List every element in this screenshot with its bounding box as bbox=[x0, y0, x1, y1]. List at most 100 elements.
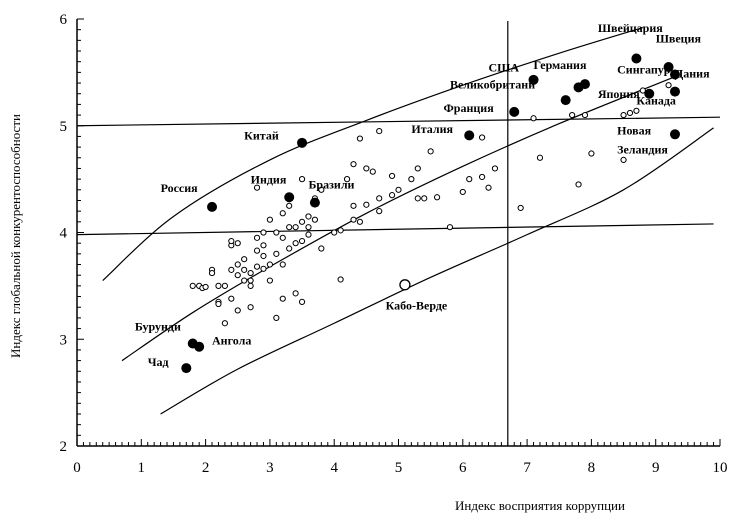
data-point bbox=[350, 216, 357, 223]
data-point bbox=[260, 265, 267, 272]
data-point bbox=[588, 150, 595, 157]
data-point bbox=[253, 263, 261, 270]
data-point bbox=[215, 282, 222, 289]
data-point bbox=[221, 282, 228, 289]
data-point bbox=[279, 261, 286, 268]
data-point bbox=[575, 181, 582, 188]
data-point bbox=[260, 252, 267, 260]
data-point bbox=[215, 300, 222, 308]
country-label: Китай bbox=[244, 129, 279, 143]
y-axis-title: Индекс глобальной конкурентоспособности bbox=[8, 114, 23, 358]
data-point-country bbox=[464, 130, 475, 141]
data-point bbox=[665, 82, 672, 89]
data-point-country bbox=[207, 201, 218, 212]
data-point bbox=[517, 204, 524, 212]
data-point bbox=[247, 304, 254, 311]
data-point bbox=[421, 195, 428, 202]
data-point bbox=[478, 134, 486, 141]
data-point bbox=[286, 224, 293, 231]
data-point bbox=[241, 256, 248, 263]
data-point bbox=[292, 290, 299, 297]
data-point-country bbox=[560, 95, 571, 106]
data-point bbox=[247, 277, 254, 284]
x-tick-label: 2 bbox=[202, 460, 210, 476]
trend-curve-3 bbox=[160, 127, 714, 415]
x-axis-title: Индекс восприятия коррупции bbox=[455, 498, 625, 513]
country-label: Сингапур bbox=[617, 62, 671, 76]
data-point bbox=[305, 213, 312, 220]
data-point bbox=[350, 202, 357, 209]
country-label: Дания bbox=[675, 67, 710, 81]
x-tick-label: 10 bbox=[713, 460, 728, 476]
x-tick-label: 6 bbox=[459, 460, 467, 476]
data-point bbox=[266, 277, 273, 284]
x-tick-label: 5 bbox=[395, 460, 403, 476]
country-label: Франция bbox=[444, 101, 495, 115]
data-point bbox=[273, 229, 280, 236]
data-point-country bbox=[297, 137, 308, 148]
country-label: Кабо-Верде bbox=[386, 298, 448, 312]
data-point bbox=[247, 269, 254, 277]
y-tick-label: 6 bbox=[60, 12, 68, 28]
data-point bbox=[318, 245, 325, 252]
data-point bbox=[388, 192, 396, 199]
data-point bbox=[292, 224, 299, 231]
data-point bbox=[626, 109, 634, 117]
data-point-country bbox=[631, 53, 642, 64]
x-tick-label: 3 bbox=[266, 460, 274, 476]
country-label: Германия bbox=[534, 58, 587, 72]
data-point-country bbox=[284, 192, 295, 203]
data-point bbox=[356, 135, 364, 142]
data-point bbox=[337, 227, 344, 234]
data-point bbox=[569, 111, 576, 119]
data-point bbox=[253, 184, 261, 191]
country-label: США bbox=[489, 60, 520, 74]
trend-lines bbox=[76, 26, 721, 415]
data-point-country bbox=[663, 62, 674, 73]
data-point bbox=[202, 283, 209, 291]
data-point bbox=[369, 168, 376, 175]
data-point bbox=[376, 208, 383, 215]
data-point bbox=[620, 156, 627, 164]
data-point bbox=[363, 165, 370, 172]
country-label: Канада bbox=[636, 93, 676, 107]
data-point bbox=[266, 216, 273, 223]
data-point bbox=[363, 201, 370, 208]
data-point-country bbox=[509, 106, 520, 117]
country-label: Новая bbox=[617, 123, 652, 137]
data-point bbox=[247, 282, 254, 289]
data-point bbox=[376, 195, 383, 202]
data-point bbox=[311, 216, 319, 223]
data-point bbox=[350, 161, 357, 168]
flat-line-1 bbox=[76, 116, 721, 127]
data-point bbox=[485, 184, 492, 191]
data-points bbox=[181, 53, 680, 374]
data-point bbox=[459, 188, 466, 196]
data-point bbox=[536, 154, 544, 161]
data-point bbox=[260, 229, 267, 236]
flat-line-2 bbox=[76, 223, 714, 236]
country-label: Ангола bbox=[212, 334, 251, 348]
data-point bbox=[253, 234, 261, 241]
data-point bbox=[228, 295, 235, 302]
data-point-country bbox=[669, 86, 680, 97]
data-point bbox=[298, 176, 306, 183]
data-point bbox=[305, 231, 312, 238]
data-point bbox=[414, 165, 421, 172]
data-point bbox=[446, 224, 454, 231]
data-point bbox=[466, 176, 473, 183]
data-point bbox=[414, 195, 421, 202]
data-point bbox=[260, 242, 267, 249]
trend-curve-1 bbox=[102, 26, 644, 281]
data-point bbox=[241, 266, 248, 273]
data-point bbox=[298, 218, 306, 225]
country-label: Швейцария bbox=[598, 21, 663, 35]
data-point bbox=[633, 107, 640, 114]
data-point bbox=[620, 111, 627, 119]
data-point bbox=[388, 172, 396, 180]
data-point bbox=[279, 234, 286, 241]
data-point-country bbox=[669, 129, 680, 140]
data-point-country bbox=[644, 88, 655, 99]
